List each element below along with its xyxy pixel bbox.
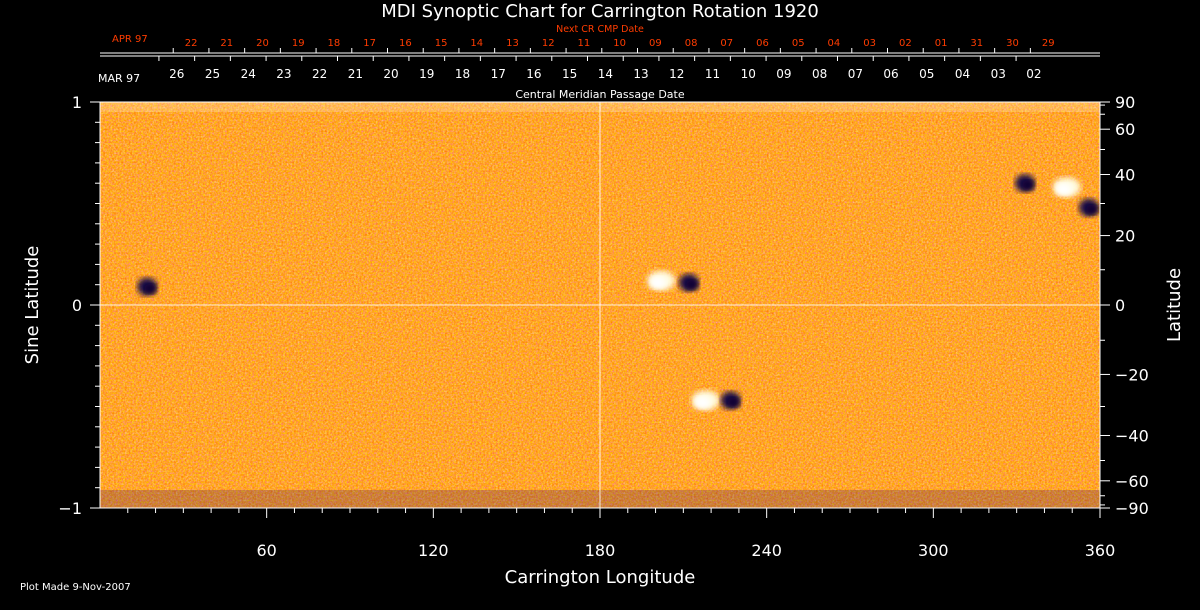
x-tick-label: 300 [918, 541, 949, 560]
next-axis-date: 03 [863, 38, 876, 49]
y-axis-label-left: Sine Latitude [22, 246, 43, 365]
active-region-positive-core [1055, 183, 1072, 196]
top-axis-date: 25 [205, 67, 220, 81]
x-tick-label: 120 [418, 541, 449, 560]
top-axis-date: 21 [348, 67, 363, 81]
top-axis-date: 14 [598, 67, 613, 81]
active-region-negative-core [1022, 180, 1034, 191]
y-tick-label-left: 1 [72, 93, 82, 112]
top-axis-date: 18 [455, 67, 470, 81]
next-axis-date: 08 [685, 38, 698, 49]
bottom-axis: 60 120 180 240 300 360 [100, 507, 1116, 560]
top-axis-date: 20 [383, 67, 398, 81]
y-tick-label-right: 60 [1115, 120, 1135, 139]
top-axis-date: 10 [741, 67, 756, 81]
x-tick-label: 180 [585, 541, 616, 560]
top-axis-date: 07 [848, 67, 863, 81]
right-axis: 90 60 40 20 0 −20 −40 −60 −90 [1100, 93, 1149, 518]
next-axis-month-label: APR 97 [112, 34, 148, 45]
next-axis-date: 12 [542, 38, 555, 49]
y-tick-label-left: −1 [58, 499, 82, 518]
top-axis-month-label: MAR 97 [98, 72, 140, 85]
next-axis-date: 17 [363, 38, 376, 49]
y-tick-label-right: 40 [1115, 166, 1135, 185]
next-axis-date: 19 [292, 38, 305, 49]
next-axis-date: 29 [1042, 38, 1055, 49]
x-tick-label: 240 [751, 541, 782, 560]
next-axis-date: 30 [1006, 38, 1019, 49]
y-tick-label-right: −90 [1115, 499, 1149, 518]
next-axis-date: 07 [720, 38, 733, 49]
next-axis-date: 16 [399, 38, 412, 49]
y-tick-label-right: −40 [1115, 426, 1149, 445]
next-axis-date: 05 [792, 38, 805, 49]
top-axis-date: 17 [491, 67, 506, 81]
top-axis-date: 23 [276, 67, 291, 81]
y-tick-label-right: −60 [1115, 472, 1149, 491]
next-axis-date: 11 [578, 38, 591, 49]
active-region-positive-core [694, 396, 711, 409]
top-axis: 26 25 24 23 22 21 20 19 18 17 16 15 14 13 12 11 10 09 08 07… [100, 55, 1100, 81]
y-tick-label-right: −20 [1115, 365, 1149, 384]
next-axis-date: 02 [899, 38, 912, 49]
next-axis: 22 21 20 19 18 17 16 15 14 13 12 11 10 09 08 07 06 05 04 03… [100, 38, 1100, 54]
top-axis-date: 19 [419, 67, 434, 81]
active-region-positive-core [650, 276, 667, 289]
top-axis-date: 26 [169, 67, 184, 81]
left-axis: 1 0 −1 [58, 93, 100, 518]
next-axis-date: 09 [649, 38, 662, 49]
top-axis-date: 03 [991, 67, 1006, 81]
plot-made-note: Plot Made 9-Nov-2007 [20, 582, 131, 593]
active-regions [137, 174, 1099, 411]
next-axis-title: Next CR CMP Date [556, 24, 644, 35]
y-tick-label-right: 0 [1115, 296, 1125, 315]
top-axis-date: 05 [919, 67, 934, 81]
next-axis-date: 10 [613, 38, 626, 49]
active-region-negative-core [685, 279, 698, 290]
active-region-negative-core [1085, 204, 1098, 215]
x-tick-label: 60 [256, 541, 276, 560]
chart-title: MDI Synoptic Chart for Carrington Rotati… [381, 1, 819, 22]
top-axis-date: 02 [1026, 67, 1041, 81]
next-axis-date: 18 [328, 38, 341, 49]
top-axis-date: 15 [562, 67, 577, 81]
top-axis-date: 22 [312, 67, 327, 81]
y-tick-label-right: 20 [1115, 227, 1135, 246]
next-axis-date: 06 [756, 38, 769, 49]
next-axis-date: 22 [185, 38, 198, 49]
top-axis-date: 12 [669, 67, 684, 81]
top-axis-date: 24 [241, 67, 256, 81]
active-region-negative-core [727, 397, 740, 408]
y-tick-label-left: 0 [72, 296, 82, 315]
next-axis-date: 21 [220, 38, 233, 49]
top-axis-date: 06 [883, 67, 898, 81]
top-axis-date: 13 [633, 67, 648, 81]
next-axis-date: 15 [435, 38, 448, 49]
top-axis-date: 16 [526, 67, 541, 81]
top-axis-title: Central Meridian Passage Date [515, 88, 684, 101]
x-axis-label: Carrington Longitude [505, 567, 696, 588]
top-axis-date: 09 [776, 67, 791, 81]
x-tick-label: 360 [1085, 541, 1116, 560]
active-region-negative-core [144, 283, 157, 294]
y-axis-label-right: Latitude [1164, 268, 1185, 342]
top-axis-date: 08 [812, 67, 827, 81]
next-axis-date: 13 [506, 38, 519, 49]
top-axis-date: 04 [955, 67, 970, 81]
top-axis-date: 11 [705, 67, 720, 81]
next-axis-date: 14 [470, 38, 483, 49]
next-axis-date: 31 [970, 38, 983, 49]
y-tick-label-right: 90 [1115, 93, 1135, 112]
next-axis-date: 01 [935, 38, 948, 49]
next-axis-date: 20 [256, 38, 269, 49]
next-axis-date: 04 [828, 38, 841, 49]
